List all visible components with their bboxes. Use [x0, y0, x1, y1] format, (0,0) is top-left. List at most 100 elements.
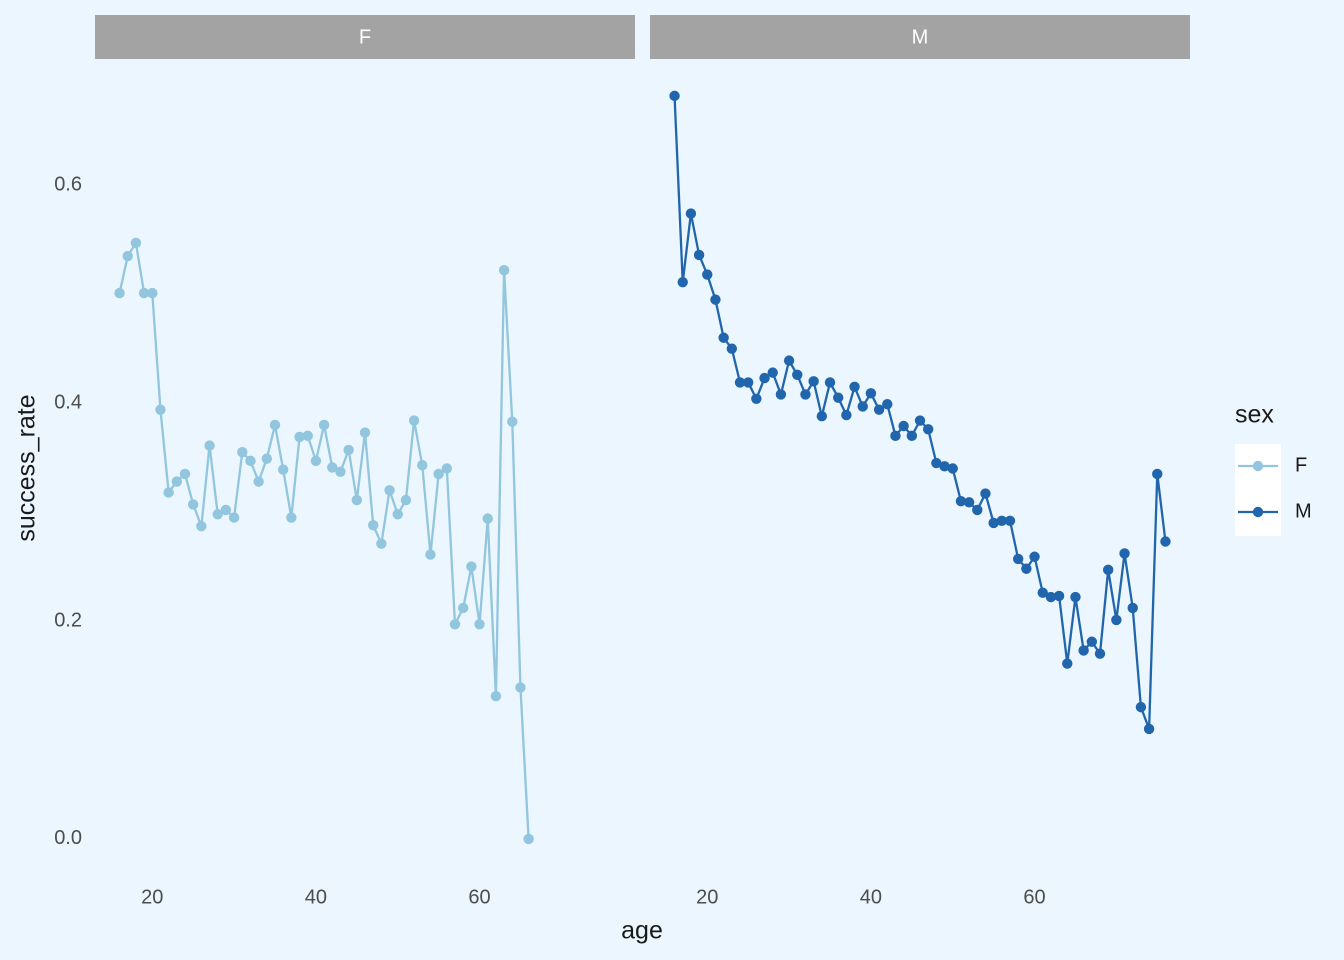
data-point [759, 372, 770, 384]
x-tick-label: 60 [1023, 886, 1045, 908]
data-point [1160, 536, 1171, 547]
data-point [1111, 614, 1122, 626]
data-point [277, 464, 289, 475]
x-tick-label: 20 [141, 886, 163, 908]
data-point [1143, 723, 1155, 735]
data-point [187, 499, 199, 510]
data-point [1012, 553, 1024, 565]
y-tick-label: 0.0 [54, 827, 82, 849]
legend-label: M [1295, 500, 1312, 522]
data-point [1127, 602, 1138, 614]
strip-background [650, 15, 1190, 59]
data-point [685, 208, 697, 219]
data-point [922, 424, 934, 435]
data-point [718, 332, 729, 343]
x-tick-label: 60 [468, 886, 490, 908]
data-point [425, 549, 436, 560]
data-point [1029, 551, 1040, 562]
legend-key-background [1235, 444, 1281, 536]
strip-background [95, 15, 635, 59]
data-point [1070, 591, 1081, 603]
data-line [118, 239, 530, 840]
x-tick-label: 40 [305, 886, 327, 908]
data-point [114, 287, 125, 299]
data-point [466, 561, 477, 572]
legend-label: F [1295, 454, 1307, 476]
data-point [1053, 590, 1065, 602]
data-point [1078, 645, 1089, 656]
data-point [269, 419, 281, 431]
data-point [408, 415, 420, 426]
data-point [849, 381, 860, 392]
data-point [138, 287, 150, 299]
data-point [824, 377, 836, 388]
x-tick-label: 20 [696, 886, 718, 908]
data-point [417, 460, 428, 471]
y-axis-title: success_rate [13, 394, 41, 541]
data-point [335, 466, 346, 477]
data-point [122, 250, 133, 262]
data-point [914, 415, 926, 426]
y-tick-label: 0.2 [54, 609, 82, 631]
data-point [310, 455, 322, 467]
data-point [482, 513, 493, 524]
data-point [857, 401, 868, 412]
data-point [669, 90, 680, 102]
y-tick-label: 0.6 [54, 173, 82, 195]
data-point [931, 457, 942, 469]
data-point [710, 294, 721, 305]
data-point [163, 487, 174, 498]
data-point [498, 264, 510, 276]
data-point [702, 269, 713, 280]
data-point [963, 497, 975, 508]
data-point [841, 409, 852, 421]
data-point [988, 517, 999, 529]
data-point [343, 444, 354, 456]
data-point [523, 833, 534, 845]
data-point [376, 538, 387, 549]
data-point [302, 430, 313, 442]
x-tick-label: 40 [860, 886, 882, 908]
data-point [179, 468, 191, 480]
data-point [751, 393, 762, 404]
data-point [742, 377, 754, 388]
data-point [147, 287, 158, 299]
data-point [873, 404, 885, 415]
data-point [677, 276, 688, 288]
data-point [890, 430, 901, 442]
data-point [972, 504, 983, 516]
data-point [906, 430, 918, 442]
legend-key-point [1252, 506, 1264, 518]
data-point [220, 504, 232, 516]
data-point [775, 389, 787, 400]
data-point [1152, 468, 1163, 480]
data-point [367, 519, 379, 531]
data-point [955, 495, 967, 507]
data-point [1045, 591, 1057, 603]
data-point [980, 488, 991, 499]
data-point [449, 619, 461, 630]
legend-title: sex [1235, 401, 1274, 429]
data-point [816, 411, 828, 422]
data-point [996, 515, 1008, 526]
data-point [1086, 636, 1098, 647]
data-point [204, 440, 215, 451]
data-point [767, 367, 778, 378]
data-point [832, 392, 844, 403]
data-point [898, 420, 909, 432]
data-point [800, 389, 811, 400]
data-point [939, 461, 950, 472]
strip-label: F [359, 26, 371, 48]
data-point [792, 369, 803, 380]
data-point [490, 691, 502, 702]
data-point [515, 682, 526, 693]
data-point [359, 427, 371, 438]
data-point [457, 602, 469, 614]
data-point [507, 416, 518, 427]
x-axis-title: age [621, 917, 663, 945]
data-point [1135, 701, 1147, 713]
data-point [882, 399, 893, 410]
data-point [1037, 587, 1048, 598]
data-point [1102, 564, 1114, 576]
data-point [808, 376, 819, 387]
